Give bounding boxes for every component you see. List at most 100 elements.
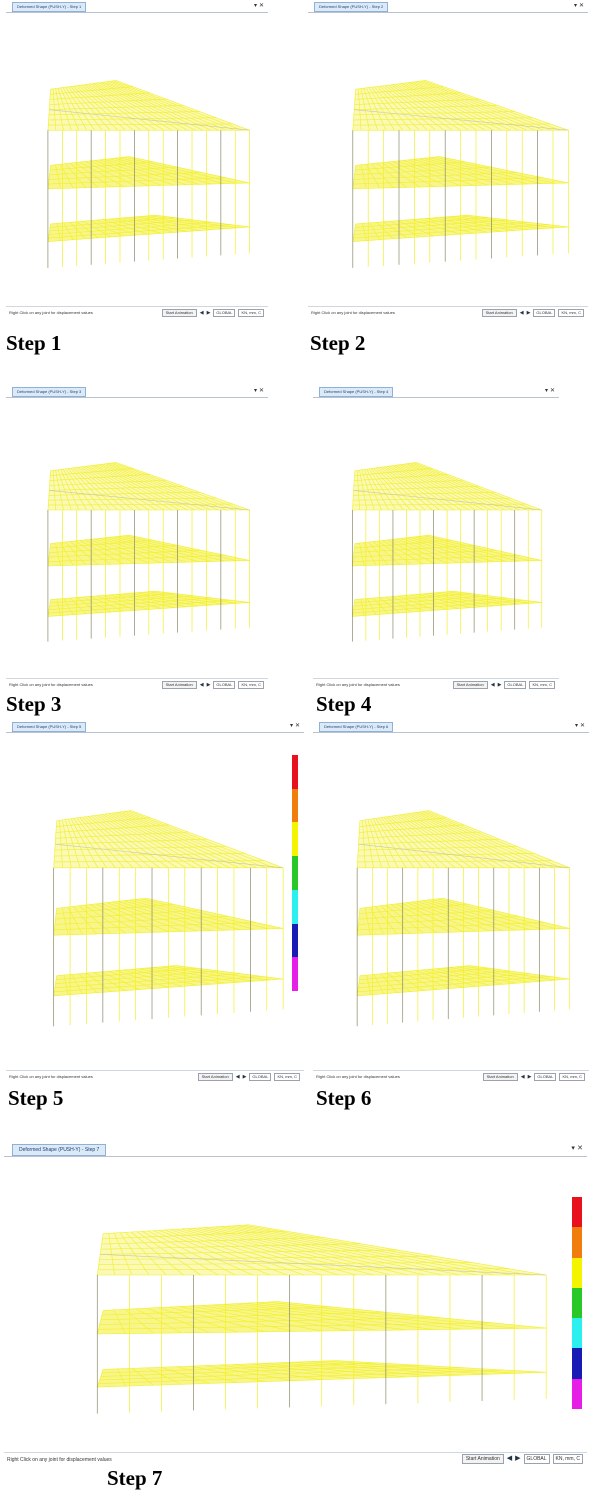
arrow-right-icon[interactable]: ▶ xyxy=(242,1073,247,1080)
arrow-right-icon[interactable]: ▶ xyxy=(206,681,211,688)
document-tab-bar: Deformed Shape (PUSH-Y) - Step 7 ▾ ✕ xyxy=(4,1142,587,1157)
status-bar: Right Click on any joint for displacemen… xyxy=(6,678,268,690)
status-message: Right Click on any joint for displacemen… xyxy=(9,682,93,687)
arrow-right-icon[interactable]: ▶ xyxy=(515,1454,521,1462)
coord-system-select[interactable]: GLOBAL xyxy=(213,308,236,317)
legend-swatch xyxy=(292,889,298,924)
arrow-right-icon[interactable]: ▶ xyxy=(527,1073,532,1080)
arrow-right-icon[interactable]: ▶ xyxy=(526,309,531,316)
step-7-panel: Deformed Shape (PUSH-Y) - Step 7 ▾ ✕ Rig… xyxy=(4,1142,587,1466)
status-bar: Right Click on any joint for displacemen… xyxy=(308,306,588,318)
arrow-left-icon[interactable]: ◀ xyxy=(235,1073,240,1080)
3d-frame-model xyxy=(53,810,284,1027)
arrow-left-icon[interactable]: ◀ xyxy=(199,309,204,316)
coord-system-select[interactable]: GLOBAL xyxy=(504,680,527,689)
units-select[interactable]: KN, mm, C xyxy=(238,308,264,317)
document-tab-bar: Deformed Shape (PUSH-Y) - Step 1 ▾ ✕ xyxy=(6,0,268,13)
document-tab-bar: Deformed Shape (PUSH-Y) - Step 4 ▾ ✕ xyxy=(313,385,559,398)
arrow-right-icon[interactable]: ▶ xyxy=(497,681,502,688)
model-viewport[interactable] xyxy=(6,733,304,1070)
3d-frame-model xyxy=(356,810,571,1027)
units-select[interactable]: KN, mm, C xyxy=(559,1072,585,1081)
window-controls[interactable]: ▾ ✕ xyxy=(290,722,300,729)
legend-swatch xyxy=(572,1227,582,1258)
start-animation-button[interactable]: Start Animation xyxy=(161,308,197,317)
coord-system-select[interactable]: GLOBAL xyxy=(533,308,556,317)
coord-system-select[interactable]: GLOBAL xyxy=(213,680,236,689)
legend-swatch xyxy=(572,1257,582,1288)
3d-frame-model xyxy=(47,462,251,642)
arrow-left-icon[interactable]: ◀ xyxy=(199,681,204,688)
window-controls[interactable]: ▾ ✕ xyxy=(545,387,555,394)
legend-swatch xyxy=(292,788,298,823)
step-1-panel: Deformed Shape (PUSH-Y) - Step 1 ▾ ✕ Rig… xyxy=(6,0,268,318)
start-animation-button[interactable]: Start Animation xyxy=(461,1453,504,1464)
coord-system-select[interactable]: GLOBAL xyxy=(249,1072,272,1081)
status-message: Right Click on any joint for displacemen… xyxy=(316,682,400,687)
model-viewport[interactable] xyxy=(6,398,268,678)
units-select[interactable]: KN, mm, C xyxy=(238,680,264,689)
model-viewport[interactable] xyxy=(308,13,588,306)
legend-swatch xyxy=(292,923,298,958)
deformed-shape-tab[interactable]: Deformed Shape (PUSH-Y) - Step 5 xyxy=(12,722,87,732)
step-2-caption: Step 2 xyxy=(310,331,366,355)
step-3-panel: Deformed Shape (PUSH-Y) - Step 3 ▾ ✕ Rig… xyxy=(6,385,268,690)
arrow-left-icon[interactable]: ◀ xyxy=(490,681,495,688)
deformed-shape-tab[interactable]: Deformed Shape (PUSH-Y) - Step 2 xyxy=(314,2,389,12)
3d-frame-model xyxy=(352,462,543,642)
deformed-shape-tab[interactable]: Deformed Shape (PUSH-Y) - Step 1 xyxy=(12,2,87,12)
coord-system-select[interactable]: GLOBAL xyxy=(534,1072,557,1081)
start-animation-button[interactable]: Start Animation xyxy=(161,680,197,689)
units-select[interactable]: KN, mm, C xyxy=(552,1453,583,1464)
displacement-color-legend xyxy=(292,755,298,991)
window-controls[interactable]: ▾ ✕ xyxy=(574,2,584,9)
deformed-shape-tab[interactable]: Deformed Shape (PUSH-Y) - Step 7 xyxy=(12,1144,107,1156)
step-5-caption: Step 5 xyxy=(8,1086,64,1110)
units-select[interactable]: KN, mm, C xyxy=(558,308,584,317)
legend-swatch xyxy=(572,1348,582,1379)
arrow-left-icon[interactable]: ◀ xyxy=(506,1454,513,1462)
legend-swatch xyxy=(572,1197,582,1228)
arrow-left-icon[interactable]: ◀ xyxy=(520,1073,525,1080)
units-select[interactable]: KN, mm, C xyxy=(529,680,555,689)
arrow-left-icon[interactable]: ◀ xyxy=(519,309,524,316)
start-animation-button[interactable]: Start Animation xyxy=(481,308,517,317)
legend-swatch xyxy=(292,957,298,991)
status-bar: Right Click on any joint for displacemen… xyxy=(6,306,268,318)
window-controls[interactable]: ▾ ✕ xyxy=(571,1144,583,1152)
model-viewport[interactable] xyxy=(313,398,559,678)
3d-frame-model xyxy=(47,80,251,268)
animation-controls: Start Animation ◀ ▶ GLOBAL KN, mm, C xyxy=(452,680,555,689)
arrow-right-icon[interactable]: ▶ xyxy=(206,309,211,316)
step-2-panel: Deformed Shape (PUSH-Y) - Step 2 ▾ ✕ Rig… xyxy=(308,0,588,318)
status-bar: Right Click on any joint for displacemen… xyxy=(4,1452,587,1466)
status-message: Right Click on any joint for displacemen… xyxy=(9,1074,93,1079)
legend-swatch xyxy=(572,1378,582,1409)
animation-controls: Start Animation ◀ ▶ GLOBAL KN, mm, C xyxy=(161,308,264,317)
3d-frame-model xyxy=(96,1224,547,1414)
step-4-caption: Step 4 xyxy=(316,692,372,716)
legend-swatch xyxy=(292,755,298,789)
displacement-color-legend xyxy=(572,1197,582,1409)
model-viewport[interactable] xyxy=(313,733,589,1070)
start-animation-button[interactable]: Start Animation xyxy=(452,680,488,689)
units-select[interactable]: KN, mm, C xyxy=(274,1072,300,1081)
deformed-shape-tab[interactable]: Deformed Shape (PUSH-Y) - Step 6 xyxy=(319,722,394,732)
model-viewport[interactable] xyxy=(4,1157,587,1452)
coord-system-select[interactable]: GLOBAL xyxy=(523,1453,550,1464)
animation-controls: Start Animation ◀ ▶ GLOBAL KN, mm, C xyxy=(482,1072,585,1081)
status-bar: Right Click on any joint for displacemen… xyxy=(6,1070,304,1082)
window-controls[interactable]: ▾ ✕ xyxy=(254,387,264,394)
model-viewport[interactable] xyxy=(6,13,268,306)
start-animation-button[interactable]: Start Animation xyxy=(197,1072,233,1081)
start-animation-button[interactable]: Start Animation xyxy=(482,1072,518,1081)
step-6-panel: Deformed Shape (PUSH-Y) - Step 6 ▾ ✕ Rig… xyxy=(313,720,589,1082)
status-message: Right Click on any joint for displacemen… xyxy=(311,310,395,315)
legend-swatch xyxy=(572,1287,582,1319)
window-controls[interactable]: ▾ ✕ xyxy=(254,2,264,9)
animation-controls: Start Animation ◀ ▶ GLOBAL KN, mm, C xyxy=(461,1453,583,1464)
status-bar: Right Click on any joint for displacemen… xyxy=(313,678,559,690)
window-controls[interactable]: ▾ ✕ xyxy=(575,722,585,729)
deformed-shape-tab[interactable]: Deformed Shape (PUSH-Y) - Step 4 xyxy=(319,387,394,397)
deformed-shape-tab[interactable]: Deformed Shape (PUSH-Y) - Step 3 xyxy=(12,387,87,397)
